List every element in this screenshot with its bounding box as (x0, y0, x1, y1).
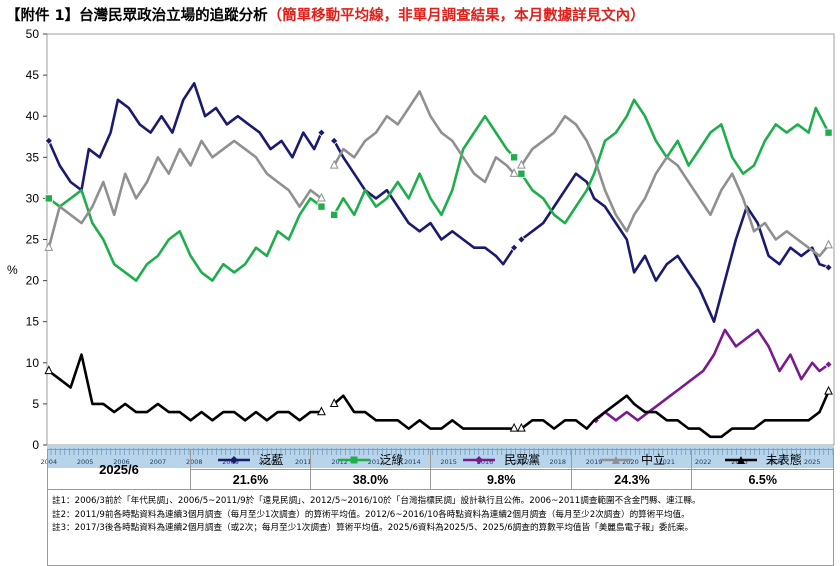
legend-label-green: 泛綠 (379, 453, 404, 467)
series-marker-blue (330, 136, 339, 146)
y-tick-label: 35 (26, 150, 40, 164)
y-tick-label: 45 (26, 68, 40, 82)
value-green: 38.0% (310, 469, 431, 490)
series-marker-neutral (824, 239, 833, 249)
y-tick-label: 0 (32, 438, 39, 452)
y-tick-label: 10 (26, 356, 40, 370)
series-line-neutral (47, 139, 323, 249)
y-tick-label: 5 (32, 397, 39, 411)
series-line-blue (520, 172, 829, 323)
series-line-undecided (333, 394, 515, 430)
series-line-green (48, 188, 323, 282)
legend-item-undecided: 未表態 (691, 449, 834, 470)
legend-key-undecided (724, 455, 757, 464)
value-neutral: 24.3% (571, 469, 693, 490)
series-marker-green (824, 128, 833, 137)
series-line-green (333, 114, 516, 217)
legend-item-neutral: 中立 (571, 449, 693, 470)
series-line-blue (333, 140, 516, 266)
series-marker-blue (509, 243, 519, 252)
legend-key-marker (611, 455, 620, 464)
series-marker-green (510, 153, 519, 162)
legend-label-blue: 泛藍 (259, 453, 284, 467)
y-axis-label: % (7, 263, 18, 277)
legend-key-neutral (599, 455, 632, 464)
series-marker-undecided (824, 385, 833, 395)
series-marker-blue (44, 136, 53, 146)
series-line-undecided (520, 391, 830, 439)
y-tick-label: 30 (26, 191, 40, 205)
series-marker-undecided (516, 422, 526, 432)
summary-period: 2025/6 (47, 449, 191, 490)
series-line-neutral (333, 90, 516, 184)
series-marker-neutral (509, 168, 519, 177)
legend-key-marker (475, 455, 484, 464)
title-main: 【附件 1】台灣民眾政治立場的追蹤分析 (6, 8, 268, 24)
legend-label-undecided: 未表態 (765, 453, 802, 467)
legend-item-tpp: 民眾黨 (429, 449, 573, 470)
series-marker-green (330, 210, 339, 219)
value-blue: 21.6% (190, 469, 311, 490)
legend-item-blue: 泛藍 (190, 449, 311, 470)
series-line-blue (47, 82, 323, 192)
y-tick-label: 25 (26, 233, 40, 247)
y-tick-label: 40 (26, 109, 40, 123)
series-marker-undecided (329, 398, 339, 407)
legend-key-marker (230, 455, 239, 464)
series-marker-neutral (329, 159, 339, 169)
footnote-3: 註3：2017/3後各時點資料為連續2個月調查（或2次；每月至少1次調查）算術平… (52, 523, 694, 533)
series-marker-neutral (44, 242, 54, 251)
series-marker-tpp (824, 360, 833, 369)
footnote-2: 註2：2011/9前各時點資料為連續3個月調查（每月至少1次調查）的算術平均值。… (52, 509, 690, 520)
legend-key-marker (736, 455, 745, 464)
legend-label-neutral: 中立 (640, 453, 665, 467)
series-marker-green (317, 202, 326, 211)
legend-item-green: 泛綠 (310, 449, 431, 470)
series-marker-blue (317, 128, 326, 137)
legend-key-tpp (463, 455, 496, 464)
footnote-1: 註1：2006/3前於「年代民調」、2006/5~2011/9於「遠見民調」、2… (52, 496, 701, 506)
series-marker-undecided (44, 365, 54, 375)
series-marker-blue (517, 235, 526, 244)
series-marker-undecided (509, 422, 519, 432)
value-tpp: 9.8% (429, 469, 573, 490)
footnotes: 註1：2006/3前於「年代民調」、2006/5~2011/9於「遠見民調」、2… (47, 490, 834, 566)
legend-label-tpp: 民眾黨 (504, 453, 541, 467)
series-line-undecided (48, 353, 322, 422)
series-line-neutral (520, 114, 830, 258)
legend-key-blue (218, 455, 251, 464)
y-tick-label: 50 (26, 27, 40, 41)
value-undecided: 6.5% (691, 469, 834, 490)
chart-title: 【附件 1】台灣民眾政治立場的追蹤分析（簡單移動平均線，非單月調查結果，本月數據… (6, 4, 645, 25)
series-line-green (520, 98, 830, 225)
series-marker-green (44, 194, 53, 203)
series-marker-neutral (516, 159, 526, 169)
legend-key-marker (350, 456, 358, 463)
series-marker-neutral (317, 192, 326, 202)
y-tick-label: 20 (26, 274, 40, 288)
series-marker-blue (824, 263, 833, 272)
summary-legend-table: 2025/6 泛藍 泛綠 民眾黨 中立 未表態 21.6% 38.0% 9.8%… (47, 449, 834, 490)
y-tick-label: 15 (26, 315, 40, 329)
legend-key-green (338, 456, 371, 463)
series-line-tpp (595, 328, 830, 422)
series-marker-green (517, 169, 526, 178)
title-subtitle: （簡單移動平均線，非單月調查結果，本月數據詳見文內） (267, 8, 645, 24)
series-marker-undecided (317, 406, 326, 416)
